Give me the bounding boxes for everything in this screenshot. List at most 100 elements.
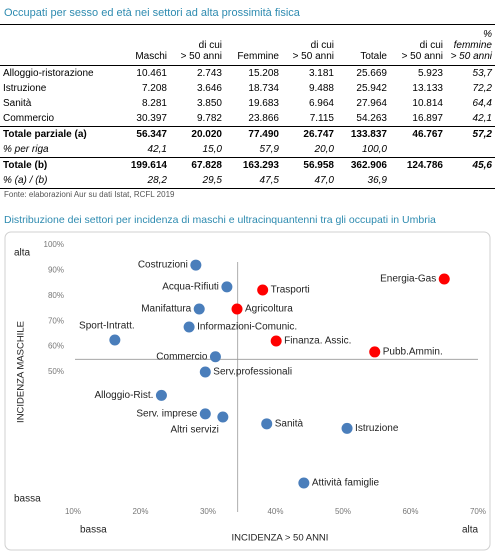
table-cell: 362.906 xyxy=(337,157,390,173)
point-label: Costruzioni xyxy=(138,260,188,271)
point-label: Istruzione xyxy=(355,423,399,434)
table-cell: 72,2 xyxy=(472,83,492,94)
table-cell: 54.263 xyxy=(356,113,387,124)
table-cell: 6.964 xyxy=(308,98,334,109)
table-cell: 53,7 xyxy=(472,68,492,79)
scatter-point xyxy=(270,335,282,347)
point-label: Energia-Gas xyxy=(380,274,436,285)
chart-title: Distribuzione dei settori per incidenza … xyxy=(4,214,436,226)
y-tick-label: 70% xyxy=(48,316,64,325)
scatter-point xyxy=(183,321,195,333)
table-cell: 124.786 xyxy=(390,157,446,173)
table-row: Commercio 30.397 9.782 23.866 7.115 54.263 16.… xyxy=(0,111,495,127)
header-cell: % femmine > 50 anni xyxy=(446,24,495,66)
header-text: > 50 anni xyxy=(180,51,222,62)
header-text: femmine xyxy=(453,40,492,51)
table-row: Sanità 8.281 3.850 19.683 6.964 27.964 10.814 6… xyxy=(0,96,495,111)
header-cell: di cui > 50 anni xyxy=(282,24,337,66)
point-label: Acqua-Rifiuti xyxy=(162,282,219,293)
table-cell: 45,6 xyxy=(446,157,495,173)
header-cell: Maschi xyxy=(125,24,170,66)
scatter-point xyxy=(257,284,269,296)
header-cell: di cui > 50 anni xyxy=(390,24,446,66)
point-label: Manifattura xyxy=(141,304,191,315)
table-cell: 36,9 xyxy=(337,173,390,189)
x-axis-title: INCIDENZA > 50 ANNI xyxy=(232,533,329,544)
point-label: Informazioni-Comunic. xyxy=(197,322,297,333)
table-row: % per riga 42,1 15,0 57,9 20,0 100,0 xyxy=(0,142,495,158)
header-text: di cui xyxy=(419,40,443,51)
table-cell: 15.208 xyxy=(248,68,279,79)
header-text: > 50 anni xyxy=(401,51,443,62)
table-cell: 67.828 xyxy=(170,157,225,173)
table-row: Totale parziale (a) 56.347 20.020 77.490 26.… xyxy=(0,126,495,142)
table-cell: 13.133 xyxy=(412,83,443,94)
table-cell: 77.490 xyxy=(225,126,282,142)
table-cell: 10.461 xyxy=(136,68,167,79)
table-row: Totale (b) 199.614 67.828 163.293 56.958 362.… xyxy=(0,157,495,173)
x-tick-label: 30% xyxy=(200,507,216,516)
point-label: Finanza. Assic. xyxy=(284,336,351,347)
source-note: Fonte: elaborazioni Aur su dati Istat, R… xyxy=(4,190,175,199)
scatter-point xyxy=(199,408,211,420)
point-label: Alloggio-Rist. xyxy=(95,390,154,401)
scatter-point xyxy=(193,303,205,315)
header-cell: di cui > 50 anni xyxy=(170,24,225,66)
table-cell: 46.767 xyxy=(390,126,446,142)
table-cell: 47,0 xyxy=(282,173,337,189)
table-cell: 163.293 xyxy=(225,157,282,173)
table-cell: Commercio xyxy=(3,113,55,124)
scatter-point xyxy=(341,422,353,434)
x-tick-label: 60% xyxy=(402,507,418,516)
axis-end-label: alta xyxy=(14,248,31,259)
table-cell: 18.734 xyxy=(248,83,279,94)
table-cell: 26.747 xyxy=(282,126,337,142)
header-text: > 50 anni xyxy=(292,51,334,62)
y-tick-label: 100% xyxy=(44,240,64,249)
table-cell: 42,1 xyxy=(472,113,492,124)
point-label: Sport-Intratt. xyxy=(79,321,135,332)
table-cell: 2.743 xyxy=(196,68,222,79)
x-tick-label: 50% xyxy=(335,507,351,516)
y-axis-title: INCIDENZA MASCHILE xyxy=(16,321,27,423)
table-cell: 28,2 xyxy=(125,173,170,189)
header-text: > 50 anni xyxy=(450,51,492,62)
scatter-point xyxy=(369,346,381,358)
table-cell: 7.208 xyxy=(141,83,167,94)
table-cell: 10.814 xyxy=(412,98,443,109)
point-label: Serv.professionali xyxy=(213,367,292,378)
point-label: Altri servizi xyxy=(171,425,219,436)
table-cell: 9.488 xyxy=(308,83,334,94)
header-text: % xyxy=(483,29,492,40)
y-tick-label: 80% xyxy=(48,291,64,300)
point-label: Sanità xyxy=(275,418,304,429)
y-tick-label: 60% xyxy=(48,342,64,351)
x-tick-label: 20% xyxy=(132,507,148,516)
table-cell: 3.850 xyxy=(196,98,222,109)
header-cell: Femmine xyxy=(225,24,282,66)
x-tick-label: 70% xyxy=(470,507,486,516)
table-cell: 56.958 xyxy=(282,157,337,173)
table-cell: 64,4 xyxy=(472,98,492,109)
point-label: Serv. imprese xyxy=(136,409,197,420)
scatter-point xyxy=(199,366,211,378)
table-cell: 20.020 xyxy=(170,126,225,142)
scatter-point xyxy=(298,477,310,489)
table-title: Occupati per sesso ed età nei settori ad… xyxy=(4,7,300,19)
table-cell: Istruzione xyxy=(3,83,47,94)
point-label: Pubb.Ammin. xyxy=(383,347,443,358)
header-cell xyxy=(0,24,125,66)
table-cell: 19.683 xyxy=(248,98,279,109)
header-text: di cui xyxy=(310,40,334,51)
table-cell: 25.942 xyxy=(356,83,387,94)
table-cell: 133.837 xyxy=(337,126,390,142)
table-cell: 30.397 xyxy=(136,113,167,124)
scatter-point xyxy=(209,351,221,363)
table-row: % (a) / (b) 28,2 29,5 47,5 47,0 36,9 xyxy=(0,173,495,189)
table-cell: 16.897 xyxy=(412,113,443,124)
scatter-point xyxy=(109,334,121,346)
data-table: Maschi di cui > 50 anni Femmine di cui > 50 a… xyxy=(0,24,495,189)
table-cell: 199.614 xyxy=(125,157,170,173)
